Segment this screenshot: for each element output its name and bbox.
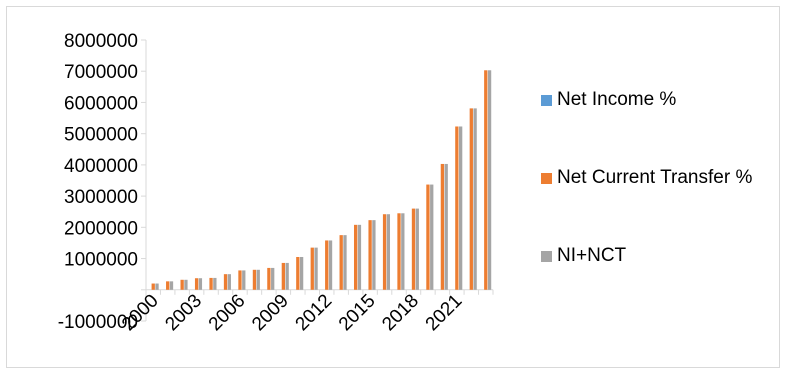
bar-2018-series-2 (411, 208, 416, 290)
legend-label-net-current-transfer: Net Current Transfer % (557, 167, 753, 188)
bar-2020-series-2 (440, 163, 445, 290)
y-tick-label: 4000000 (64, 156, 138, 177)
legend-item-net-current-transfer: Net Current Transfer % (541, 165, 785, 191)
bar-2021-series-3 (459, 126, 463, 290)
bar-2002-series-2 (180, 279, 184, 290)
bar-2023-series-2 (484, 70, 488, 290)
bar-2014-series-3 (357, 224, 362, 290)
bar-2022-series-2 (469, 108, 473, 290)
bar-2018-series-3 (415, 208, 419, 290)
legend-label-net-income: Net Income % (557, 89, 677, 110)
bar-2016-series-3 (386, 214, 391, 290)
bar-2017-series-3 (401, 213, 405, 290)
y-tick-label: 3000000 (64, 187, 138, 208)
bar-2010-series-2 (296, 256, 300, 290)
bar-2014-series-2 (353, 224, 358, 290)
bar-2006-series-2 (238, 270, 242, 290)
y-axis: -1000000 1000000 2000000 3000000 4000000 5000… (58, 31, 147, 333)
y-tick-label: 1000000 (64, 250, 138, 271)
bar-2009-series-2 (281, 262, 286, 290)
y-tick-label: 5000000 (64, 125, 138, 146)
bar-2019-series-3 (430, 184, 434, 290)
x-tick-label: 2012 (292, 290, 337, 335)
bar-2012-series-2 (325, 240, 329, 290)
bar-2015-series-2 (368, 220, 372, 290)
legend-item-ni-nct: NI+NCT (541, 243, 785, 269)
bar-2007-series-3 (256, 269, 260, 290)
legend-swatch-net-income (541, 95, 552, 106)
chart-frame (6, 6, 780, 368)
bar-2006-series-3 (242, 270, 246, 290)
y-tick-label: -1000000 (58, 312, 138, 333)
bar-2019-series-2 (426, 184, 430, 290)
bar-2000-series-3 (155, 283, 159, 290)
y-tick-label: 8000000 (64, 31, 138, 52)
bar-2015-series-3 (372, 220, 376, 290)
bar-2001-series-2 (166, 281, 170, 290)
bar-2013-series-3 (343, 235, 347, 290)
bar-2002-series-3 (184, 279, 188, 290)
legend-item-net-income: Net Income % (541, 87, 785, 113)
bar-2023-series-3 (487, 70, 492, 290)
bar-2021-series-2 (455, 126, 459, 290)
bar-2003-series-3 (198, 278, 203, 290)
bar-2001-series-3 (169, 281, 174, 290)
bar-2017-series-2 (397, 213, 401, 290)
bar-2009-series-3 (285, 262, 289, 290)
bar-2010-series-3 (299, 256, 304, 290)
bar-2004-series-2 (209, 277, 213, 290)
y-tick-label: 6000000 (64, 93, 138, 114)
bars (151, 70, 492, 290)
bar-2011-series-3 (314, 247, 318, 290)
bar-2005-series-2 (223, 274, 228, 290)
bar-2013-series-2 (339, 235, 343, 290)
x-tick-label: 2021 (422, 290, 467, 335)
x-tick-label: 2015 (335, 290, 380, 335)
bar-2008-series-3 (271, 267, 275, 290)
bar-2004-series-3 (213, 277, 217, 290)
y-tick-label: 2000000 (64, 218, 138, 239)
x-tick-label: 2003 (161, 290, 206, 335)
bar-2016-series-2 (382, 214, 387, 290)
bar-2020-series-3 (444, 163, 448, 290)
bar-2011-series-2 (310, 247, 314, 290)
bar-2005-series-3 (227, 274, 231, 290)
y-tick-label: 7000000 (64, 62, 138, 83)
legend-swatch-net-current-transfer (541, 173, 552, 184)
bar-2000-series-2 (151, 283, 155, 290)
bar-2007-series-2 (252, 269, 257, 290)
x-tick-label: 2006 (205, 290, 250, 335)
bar-2012-series-3 (328, 240, 333, 290)
x-tick-label: 2018 (378, 290, 423, 335)
x-tick-label: 2009 (248, 290, 293, 335)
bar-2008-series-2 (267, 267, 271, 290)
legend-label-ni-nct: NI+NCT (557, 245, 627, 266)
bar-2022-series-3 (473, 108, 477, 290)
legend-swatch-ni-nct (541, 251, 552, 262)
bar-2003-series-2 (194, 278, 199, 290)
